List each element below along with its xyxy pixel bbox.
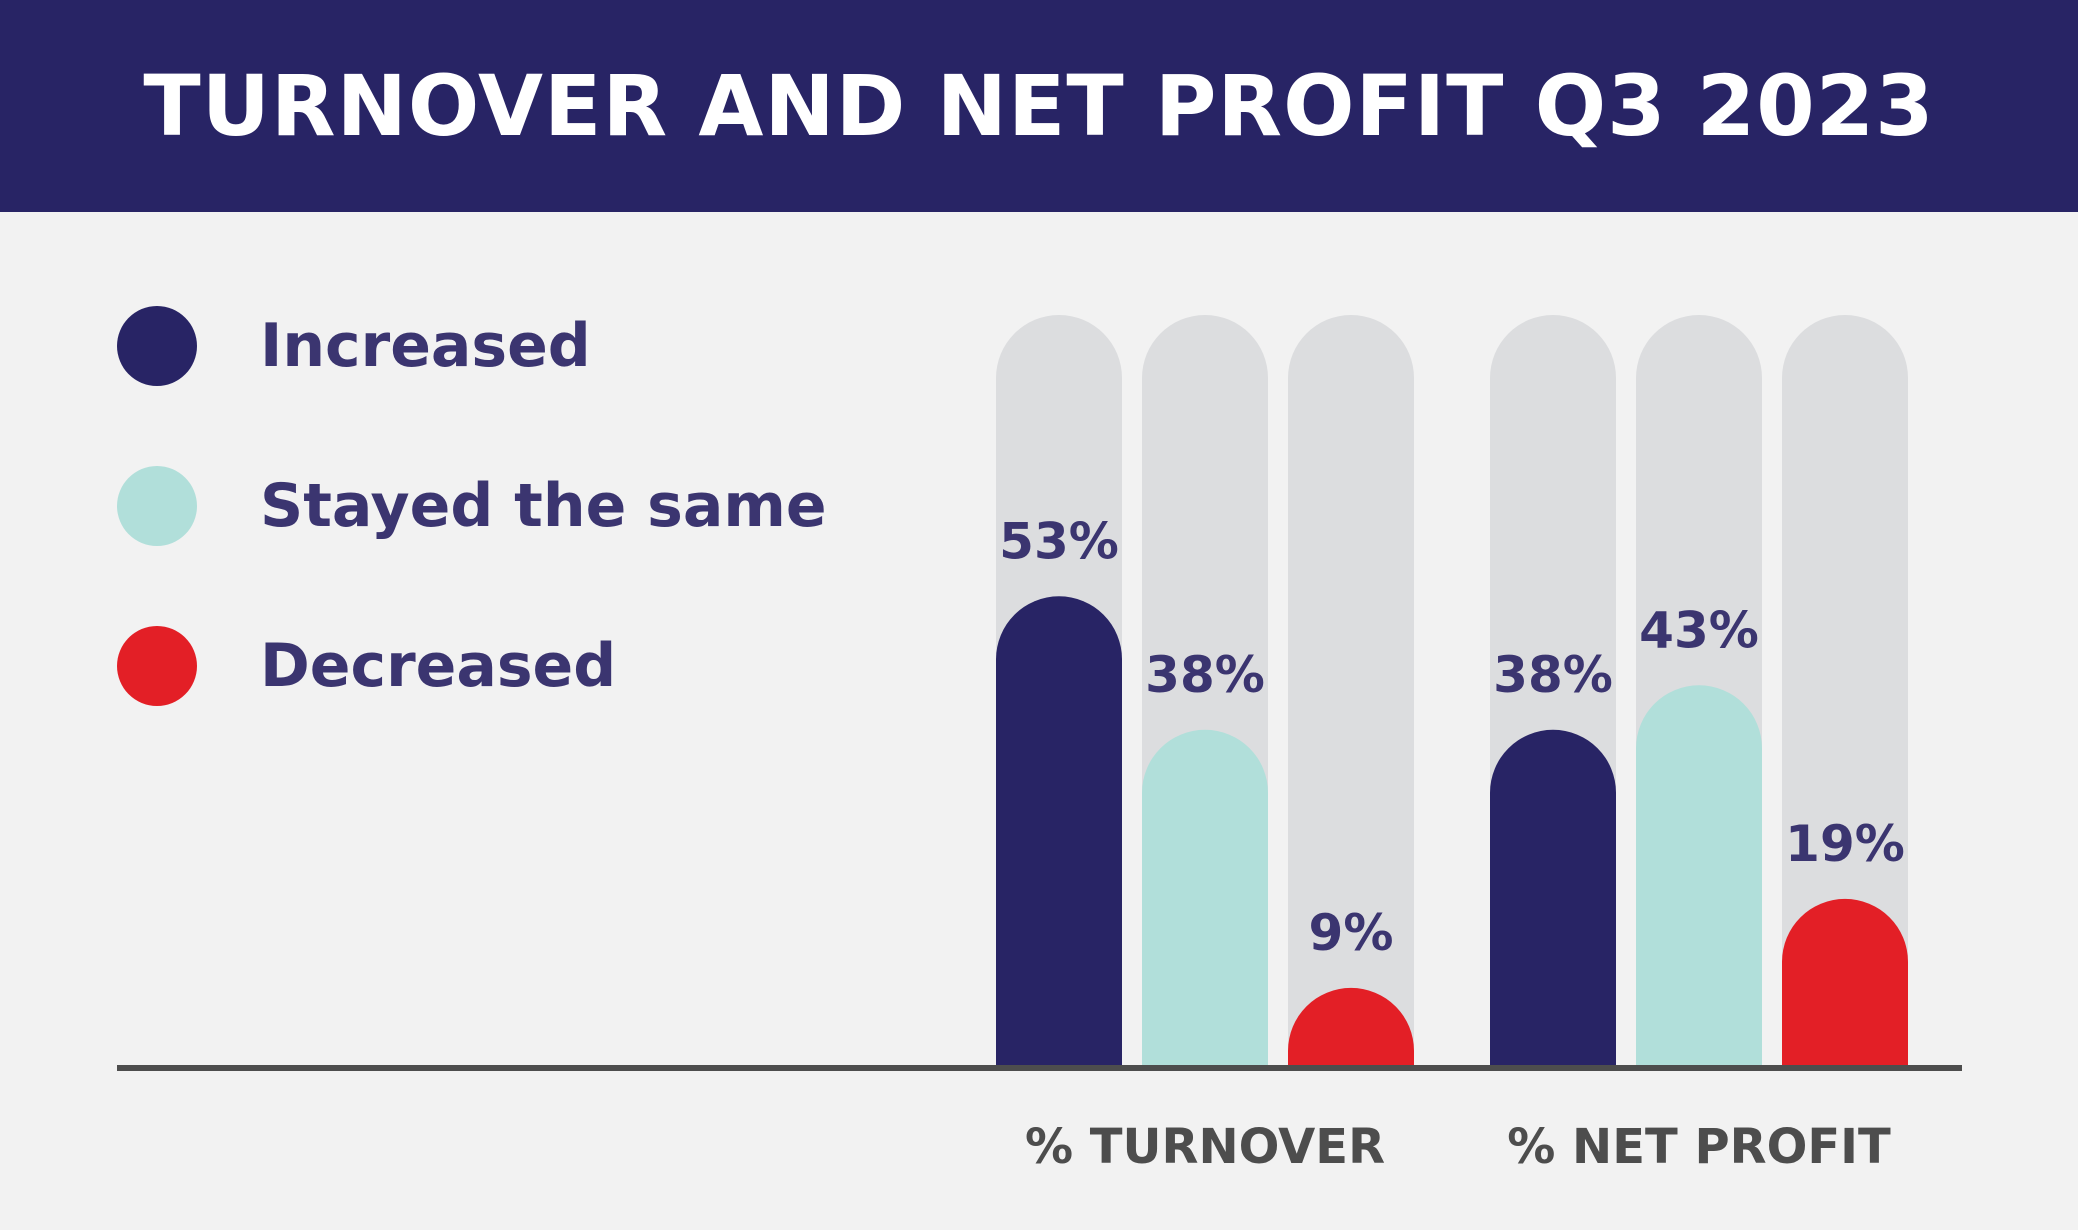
legend-label: Stayed the same — [260, 471, 827, 541]
legend-item: Stayed the same — [117, 466, 827, 546]
legend-item: Increased — [117, 306, 591, 386]
bar-value-label: 38% — [1145, 646, 1265, 704]
bar-track — [1782, 315, 1908, 1068]
bar — [1490, 729, 1616, 1068]
legend-swatch — [117, 306, 197, 386]
legend-label: Increased — [260, 311, 591, 381]
bar-track — [1288, 315, 1414, 1068]
legend-label: Decreased — [260, 631, 617, 701]
bar — [996, 596, 1122, 1068]
bar — [1636, 685, 1762, 1068]
bar-value-label: 9% — [1309, 904, 1394, 962]
bar — [1288, 987, 1414, 1068]
category-label: % TURNOVER — [1025, 1119, 1385, 1175]
bar — [1782, 898, 1908, 1068]
bar-value-label: 53% — [999, 512, 1119, 570]
legend-swatch — [117, 466, 197, 546]
chart-title: TURNOVER AND NET PROFIT Q3 2023 — [143, 57, 1935, 155]
category-label: % NET PROFIT — [1507, 1119, 1891, 1175]
bar-value-label: 43% — [1639, 601, 1759, 659]
bar — [1142, 729, 1268, 1068]
bar-value-label: 19% — [1785, 815, 1905, 873]
legend-item: Decreased — [117, 626, 616, 706]
header-banner: TURNOVER AND NET PROFIT Q3 2023 — [0, 0, 2078, 212]
bar-value-label: 38% — [1493, 646, 1613, 704]
legend-swatch — [117, 626, 197, 706]
